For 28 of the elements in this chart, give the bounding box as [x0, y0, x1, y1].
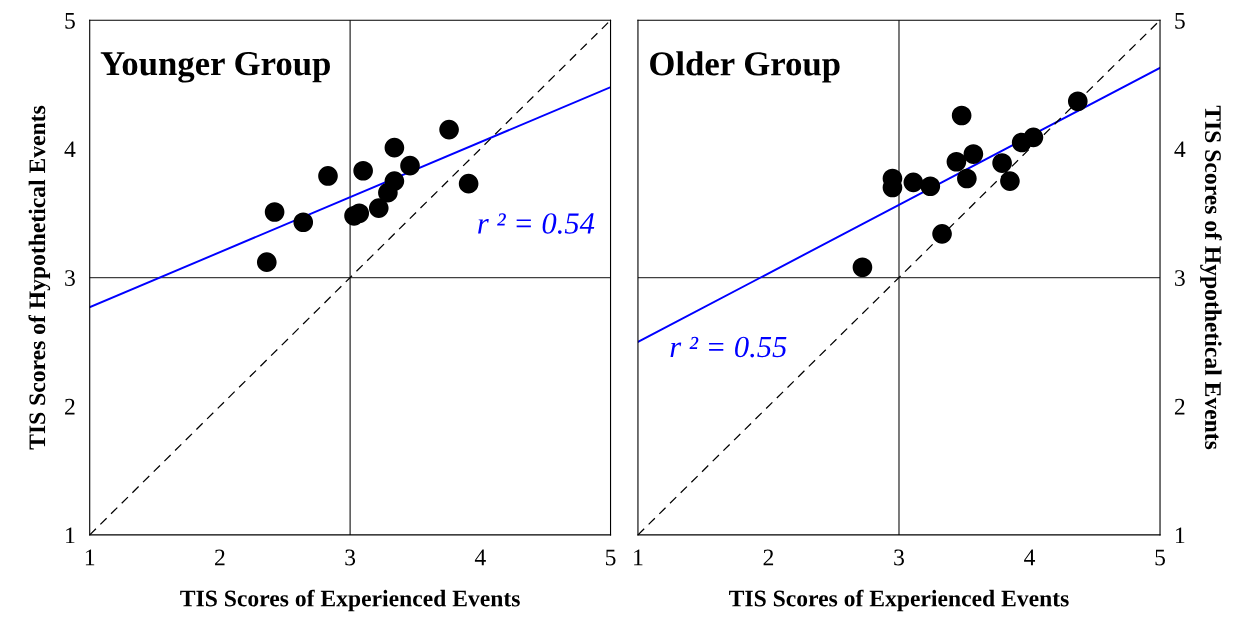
x-tick-label: 3 [345, 549, 356, 566]
annotation: r ² = 0.54 [478, 213, 595, 234]
y-tick-label: 3 [65, 270, 75, 286]
x-tick-label: 1 [85, 549, 95, 566]
x-tick-label: 5 [606, 549, 616, 566]
y2-tick-label: 3 [1175, 270, 1185, 286]
y-axis-title: TIS Scores of Hypothetical Events [28, 105, 51, 450]
x-tick-label: 2 [215, 549, 225, 566]
x-axis-title: TIS Scores of Experienced Events [729, 589, 1069, 612]
y-tick-label: 5 [65, 12, 75, 29]
y-tick-label: 2 [65, 398, 75, 415]
x-axis-title: TIS Scores of Experienced Events [180, 589, 520, 612]
y2-tick-label: 4 [1174, 141, 1186, 158]
y2-tick-label: 1 [1175, 527, 1185, 544]
y2-tick-label: 5 [1175, 12, 1185, 29]
text: Younger Group [100, 51, 330, 83]
y-tick-label: 4 [64, 141, 76, 158]
x-tick-label: 4 [1024, 549, 1036, 566]
x-tick-label: 2 [763, 549, 774, 566]
x-tick-label: 4 [474, 549, 486, 566]
x-tick-label: 5 [1155, 549, 1166, 566]
annotation: r ² = 0.55 [670, 336, 787, 358]
y2-tick-label: 2 [1174, 398, 1185, 415]
text: Older Group [650, 51, 840, 83]
y2-axis-title: TIS Scores of Hypothetical Events [1200, 105, 1222, 450]
x-tick-label: 1 [634, 549, 643, 566]
y-tick-label: 1 [66, 527, 75, 544]
x-tick-label: 3 [894, 549, 904, 566]
